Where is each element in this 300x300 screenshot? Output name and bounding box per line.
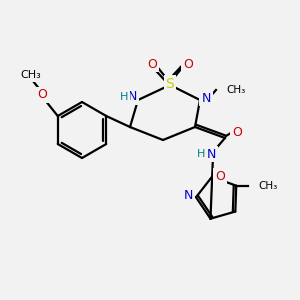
Text: CH₃: CH₃ [258,181,278,191]
Text: O: O [215,170,225,183]
Text: CH₃: CH₃ [20,70,41,80]
Text: O: O [147,58,157,70]
Text: N: N [201,92,211,104]
Text: N: N [206,148,216,160]
Text: H: H [120,92,128,102]
Text: N: N [127,91,137,103]
Text: O: O [37,88,47,101]
Text: O: O [232,125,242,139]
Text: S: S [166,77,174,91]
Text: CH₃: CH₃ [226,85,245,95]
Text: O: O [183,58,193,70]
Text: H: H [197,149,205,159]
Text: N: N [183,189,193,202]
